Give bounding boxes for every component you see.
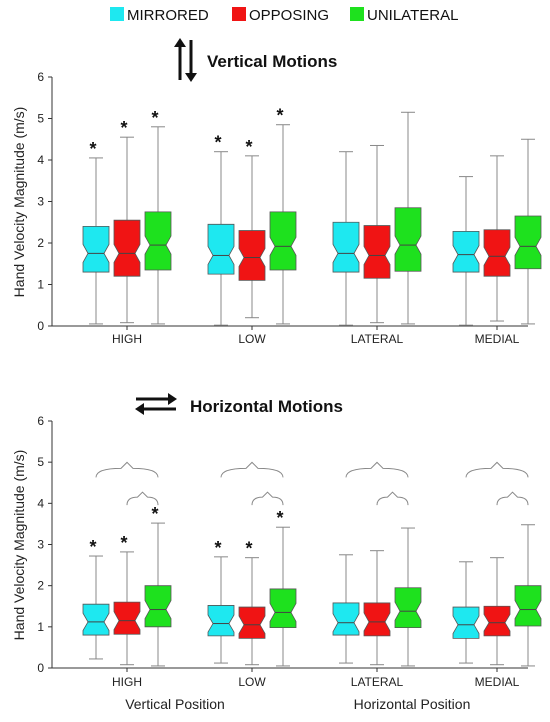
- box-mirrored-low: [207, 151, 235, 326]
- box-opposing-low: [238, 155, 266, 319]
- legend-label-mirrored: MIRRORED: [127, 7, 209, 24]
- x-group-label-horizontal-position: Horizontal Position: [354, 696, 471, 712]
- y-tick-label: 3: [37, 538, 44, 552]
- box-plot-vertical-motions: 0 1 2 3 4 5 6 HIGH LOW LATERAL MEDIAL * * * * * *: [37, 70, 542, 346]
- box-mirrored-low: [207, 556, 235, 664]
- significance-star: *: [214, 538, 221, 558]
- x-group-label-vertical-position: Vertical Position: [125, 696, 225, 712]
- significance-star: *: [120, 533, 127, 553]
- legend-swatch-opposing: [232, 7, 246, 21]
- x-tick-label: LOW: [238, 675, 266, 689]
- significance-star: *: [120, 118, 127, 138]
- box-mirrored-lateral: [332, 554, 360, 664]
- box-unilateral-high: [144, 522, 172, 667]
- comparison-brace-inner: [496, 491, 529, 506]
- box-opposing-lateral: [363, 144, 391, 324]
- box-mirrored-high: [82, 555, 110, 660]
- y-tick-label: 2: [37, 236, 44, 250]
- box-opposing-medial: [483, 155, 511, 322]
- comparison-brace-inner: [251, 491, 284, 506]
- x-tick-label: MEDIAL: [475, 675, 520, 689]
- y-tick-label: 0: [37, 661, 44, 675]
- y-tick-label: 1: [37, 278, 44, 292]
- y-tick-label: 1: [37, 620, 44, 634]
- y-axis-label-top: Hand Velocity Magnitude (m/s): [11, 107, 27, 298]
- box-opposing-high: [113, 551, 141, 666]
- x-tick-label: LATERAL: [351, 675, 404, 689]
- box-mirrored-lateral: [332, 151, 360, 326]
- comparison-brace-outer: [465, 461, 529, 478]
- box-unilateral-lateral: [394, 111, 422, 325]
- x-tick-label: LATERAL: [351, 332, 404, 346]
- box-plot-horizontal-motions: 0 1 2 3 4 5 6 HIGH LOW LATERAL MEDIAL * * * * * *: [37, 414, 542, 689]
- y-tick-label: 5: [37, 112, 44, 126]
- vertical-arrows-icon: [174, 38, 197, 82]
- comparison-brace-outer: [220, 461, 284, 478]
- horizontal-arrows-icon: [135, 393, 177, 415]
- box-opposing-medial: [483, 557, 511, 666]
- box-unilateral-low: [269, 124, 297, 325]
- significance-star: *: [151, 504, 158, 524]
- y-tick-label: 5: [37, 455, 44, 469]
- box-unilateral-medial: [514, 524, 542, 667]
- box-unilateral-high: [144, 126, 172, 325]
- x-tick-label: HIGH: [112, 675, 142, 689]
- y-tick-label: 3: [37, 195, 44, 209]
- significance-star: *: [245, 137, 252, 157]
- significance-star: *: [276, 508, 283, 528]
- significance-star: *: [245, 539, 252, 559]
- y-tick-label: 4: [37, 496, 44, 510]
- significance-star: *: [276, 106, 283, 126]
- significance-star: *: [89, 537, 96, 557]
- y-tick-label: 6: [37, 414, 44, 428]
- comparison-brace-outer: [95, 461, 159, 478]
- y-tick-label: 2: [37, 579, 44, 593]
- legend-label-opposing: OPPOSING: [249, 7, 329, 24]
- box-unilateral-medial: [514, 138, 542, 325]
- box-mirrored-high: [82, 157, 110, 325]
- box-mirrored-medial: [452, 176, 480, 326]
- significance-star: *: [214, 133, 221, 153]
- box-opposing-lateral: [363, 550, 391, 666]
- x-tick-label: MEDIAL: [475, 332, 520, 346]
- y-tick-label: 4: [37, 153, 44, 167]
- x-tick-label: LOW: [238, 332, 266, 346]
- legend-label-unilateral: UNILATERAL: [367, 7, 458, 24]
- x-tick-label: HIGH: [112, 332, 142, 346]
- box-mirrored-medial: [452, 561, 480, 664]
- significance-star: *: [89, 139, 96, 159]
- legend-swatch-unilateral: [350, 7, 364, 21]
- box-opposing-high: [113, 136, 141, 324]
- comparison-brace-inner: [376, 491, 409, 506]
- y-tick-label: 6: [37, 70, 44, 84]
- y-tick-label: 0: [37, 319, 44, 333]
- significance-star: *: [151, 108, 158, 128]
- legend: MIRRORED OPPOSING UNILATERAL: [110, 7, 458, 24]
- box-opposing-low: [238, 557, 266, 666]
- comparison-brace-inner: [126, 491, 159, 506]
- comparison-brace-outer: [345, 461, 409, 478]
- chart-title-vertical: Vertical Motions: [207, 52, 337, 71]
- box-unilateral-low: [269, 526, 297, 667]
- y-axis-label-bottom: Hand Velocity Magnitude (m/s): [11, 450, 27, 641]
- chart-title-horizontal: Horizontal Motions: [190, 397, 343, 416]
- legend-swatch-mirrored: [110, 7, 124, 21]
- box-unilateral-lateral: [394, 527, 422, 667]
